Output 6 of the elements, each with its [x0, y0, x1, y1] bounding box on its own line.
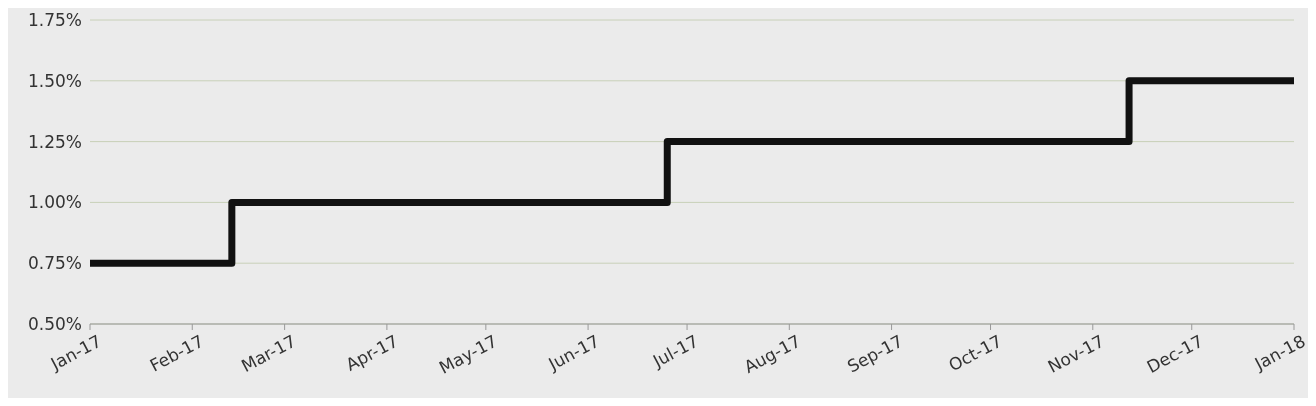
y-tick-label: 1.25% — [27, 131, 82, 152]
y-tick-label: 0.75% — [27, 253, 82, 274]
y-tick-label: 1.75% — [27, 10, 82, 31]
y-tick-label: 1.50% — [27, 70, 82, 91]
y-tick-label: 0.50% — [27, 314, 82, 335]
y-tick-label: 1.00% — [27, 192, 82, 213]
